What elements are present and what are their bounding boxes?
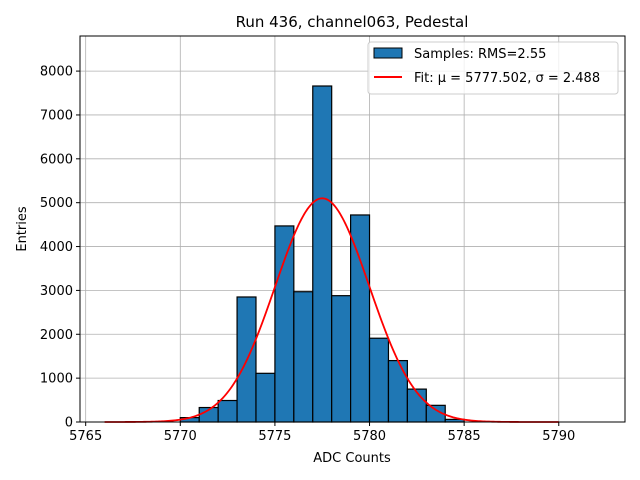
histogram-bar <box>274 225 295 423</box>
histogram-bar <box>387 359 408 423</box>
y-tick-label: 1000 <box>40 372 73 387</box>
histogram-bar <box>255 372 276 423</box>
histogram-bar <box>406 388 427 423</box>
legend: Samples: RMS=2.55 Fit: μ = 5777.502, σ =… <box>367 41 619 95</box>
y-tick-label: 7000 <box>40 108 73 123</box>
histogram-bar <box>312 85 333 423</box>
fit-curve-group <box>104 197 559 423</box>
y-tick-label: 0 <box>65 416 73 431</box>
y-tick-label: 8000 <box>40 65 73 80</box>
legend-box <box>367 41 619 95</box>
x-tick-label: 5765 <box>69 429 102 444</box>
plot-frame <box>79 35 626 423</box>
y-axis-label: Entries <box>15 206 30 252</box>
y-tick-label: 4000 <box>40 240 73 255</box>
x-tick-label: 5770 <box>164 429 197 444</box>
y-tick-label: 6000 <box>40 152 73 167</box>
fit-curve <box>104 197 559 423</box>
x-tick-label: 5790 <box>542 429 575 444</box>
histogram-bars <box>179 85 465 423</box>
x-tick-label: 5785 <box>448 429 481 444</box>
histogram-bar <box>368 337 390 423</box>
chart-title: Run 436, channel063, Pedestal <box>236 13 469 31</box>
histogram-bar <box>350 214 371 423</box>
y-tick-label: 3000 <box>40 284 73 299</box>
x-axis-ticks: 5765 5770 5775 5780 5785 5790 <box>69 422 575 444</box>
histogram-bar <box>217 399 238 423</box>
y-tick-label: 5000 <box>40 196 73 211</box>
legend-samples-swatch <box>373 47 403 59</box>
x-tick-label: 5775 <box>258 429 291 444</box>
y-tick-label: 2000 <box>40 328 73 343</box>
legend-samples-label: Samples: RMS=2.55 <box>414 47 546 62</box>
legend-fit-label: Fit: μ = 5777.502, σ = 2.488 <box>414 71 600 86</box>
y-axis-ticks: 0 1000 2000 3000 4000 5000 6000 7000 8000 <box>40 65 80 431</box>
histogram-bar <box>293 291 314 423</box>
x-axis-label: ADC Counts <box>313 451 391 466</box>
x-tick-label: 5780 <box>353 429 386 444</box>
histogram-bar <box>331 295 352 423</box>
